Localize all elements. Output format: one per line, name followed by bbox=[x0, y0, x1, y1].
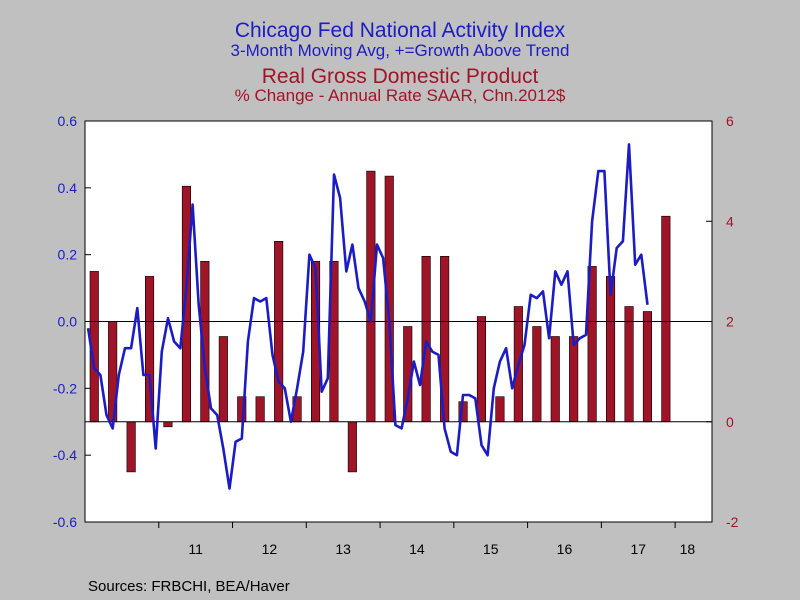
x-tick-label: 12 bbox=[262, 541, 278, 557]
y-right-tick-label: -2 bbox=[726, 514, 739, 530]
y-left-tick-label: 0.6 bbox=[58, 113, 78, 129]
gdp-bar bbox=[421, 255, 431, 422]
gdp-bar bbox=[126, 421, 136, 473]
gdp-bar bbox=[642, 311, 653, 423]
gdp-bar bbox=[274, 241, 284, 422]
gdp-bar bbox=[218, 336, 228, 422]
y-left-tick-label: -0.2 bbox=[53, 380, 77, 396]
gdp-bar bbox=[661, 215, 671, 422]
gdp-bar bbox=[255, 396, 265, 423]
gdp-bar bbox=[569, 336, 579, 422]
chart-subtitle: 3-Month Moving Avg, +=Growth Above Trend bbox=[230, 41, 570, 60]
gdp-bar bbox=[624, 306, 634, 423]
y-right-tick-label: 6 bbox=[726, 113, 734, 129]
y-right-tick-label: 4 bbox=[726, 213, 734, 229]
cfnai-line bbox=[86, 143, 649, 490]
gdp-bar bbox=[495, 396, 505, 423]
gdp-bar bbox=[532, 326, 542, 422]
y-right-tick-label: 0 bbox=[726, 414, 734, 430]
gdp-bar bbox=[347, 421, 357, 473]
gdp-bar bbox=[476, 316, 487, 423]
x-tick-label: 15 bbox=[483, 541, 499, 557]
gdp-bar bbox=[181, 185, 191, 423]
x-tick-label: 18 bbox=[680, 541, 696, 557]
gdp-bar bbox=[605, 276, 616, 423]
x-tick-label: 11 bbox=[188, 541, 203, 557]
x-tick-label: 17 bbox=[630, 541, 646, 557]
x-tick-label: 16 bbox=[557, 541, 573, 557]
y-left-tick-label: 0.4 bbox=[58, 180, 78, 196]
y-right-tick-label: 2 bbox=[726, 314, 734, 330]
x-tick-label: 14 bbox=[409, 541, 425, 557]
y-left-tick-label: 0.2 bbox=[58, 247, 78, 263]
gdp-bar bbox=[550, 336, 560, 422]
chart-title: Chicago Fed National Activity Index bbox=[234, 19, 566, 42]
y-left-tick-label: 0.0 bbox=[58, 314, 78, 330]
y-left-tick-label: -0.4 bbox=[53, 447, 77, 463]
chart-subtitle-secondary: % Change - Annual Rate SAAR, Chn.2012$ bbox=[234, 86, 566, 105]
source-note: Sources: FRBCHI, BEA/Haver bbox=[88, 578, 290, 595]
chart-title-secondary: Real Gross Domestic Product bbox=[261, 65, 539, 88]
gdp-bar bbox=[163, 421, 173, 428]
y-left-tick-label: -0.6 bbox=[53, 514, 77, 530]
x-tick-label: 13 bbox=[335, 541, 351, 557]
